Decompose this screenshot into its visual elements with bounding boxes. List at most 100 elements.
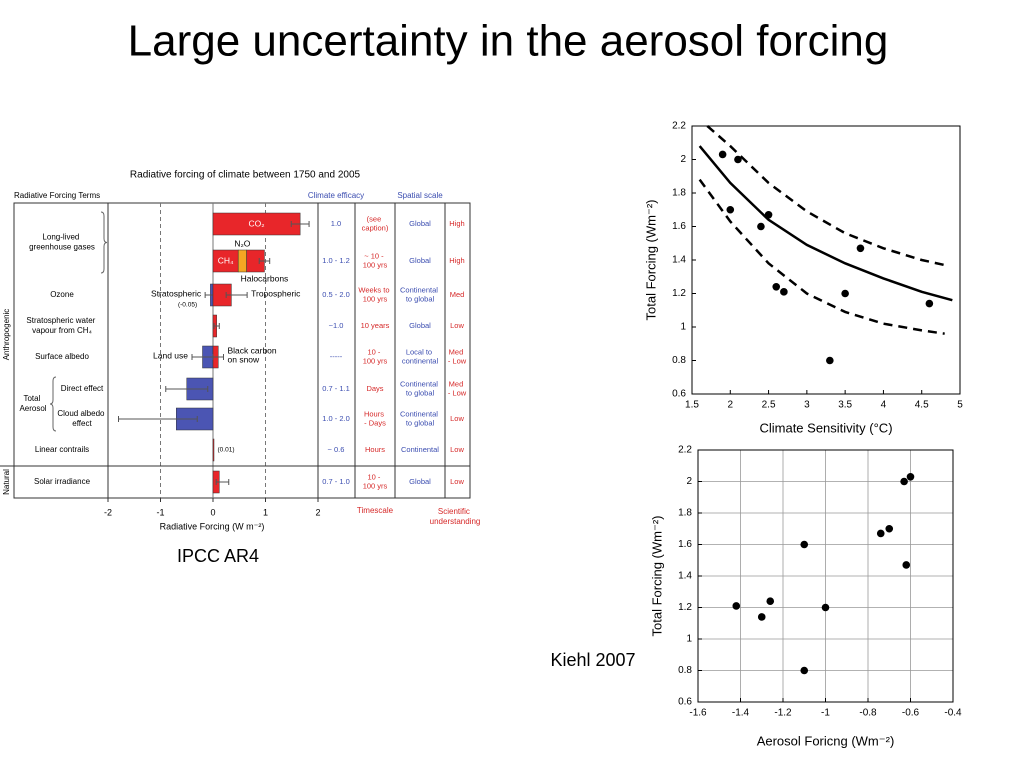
y-axis-label: Total Forcing (Wm⁻²) <box>643 200 658 321</box>
brace <box>49 376 57 432</box>
error-bar <box>225 292 248 298</box>
header: Climate efficacy <box>308 191 364 200</box>
cell-scale: Continental to global <box>400 409 440 427</box>
error-bar <box>165 386 209 392</box>
cell-efficacy: 1.0 <box>331 219 341 228</box>
point <box>925 299 934 308</box>
term-label: Cloud albedo effect <box>57 409 106 428</box>
error-bar <box>118 416 198 422</box>
y-tick-label: 1.4 <box>672 255 686 266</box>
cell-efficacy: 0.7 - 1.1 <box>322 384 350 393</box>
plot-frame <box>691 125 961 395</box>
point <box>885 524 894 533</box>
group-label: Total Aerosol <box>19 394 46 413</box>
point <box>800 666 809 675</box>
point <box>821 603 830 612</box>
x-tick-label: -0.6 <box>902 708 920 719</box>
x-tick-label: 4.5 <box>915 400 929 411</box>
term-label: Ozone <box>50 290 74 299</box>
cell-timescale: Hours - Days <box>364 409 386 427</box>
section-label: Anthropogenic <box>2 309 11 361</box>
x-axis-label: Radiative Forcing (W m⁻²) <box>160 521 265 531</box>
x-tick-label: -1 <box>821 708 830 719</box>
x-tick-label: 2.5 <box>762 400 776 411</box>
term-label: Direct effect <box>61 384 104 393</box>
cell-timescale: ~ 10 - 100 yrs <box>363 251 388 269</box>
point <box>826 356 834 365</box>
point <box>734 155 742 164</box>
cell-scale: Continental <box>401 445 439 454</box>
bar <box>237 249 247 273</box>
point <box>772 283 781 291</box>
y-tick-label: 0.8 <box>678 665 692 676</box>
cell-understanding: Low <box>450 414 464 423</box>
footer: Timescale <box>357 506 394 515</box>
cell-efficacy: ~1.0 <box>329 321 344 330</box>
plot-frame <box>697 449 954 703</box>
cell-understanding: Low <box>450 321 464 330</box>
x-tick-label: -1 <box>156 507 164 517</box>
x-tick-label: -1.6 <box>689 708 707 719</box>
bar-label: N₂O <box>234 238 250 248</box>
cell-timescale: Hours <box>365 445 385 454</box>
point <box>766 597 775 605</box>
caption: IPCC AR4 <box>177 546 259 566</box>
cell-timescale: (see caption) <box>362 214 389 232</box>
point <box>780 288 788 296</box>
y-tick-label: 2 <box>680 154 686 165</box>
section-label: Natural <box>2 469 11 495</box>
x-axis-label: Aerosol Foricng (Wm⁻²) <box>757 733 895 748</box>
cell-scale: Global <box>409 477 431 486</box>
error-bar <box>258 258 271 264</box>
y-tick-label: 1.4 <box>678 571 692 582</box>
bar-label: Black carbon on snow <box>228 346 280 365</box>
point <box>906 472 915 481</box>
cell-understanding: Med - Low <box>448 379 467 397</box>
bar-label: CO₂ <box>249 218 265 228</box>
bar <box>212 438 215 462</box>
bar-label: CH₄ <box>218 255 234 265</box>
point <box>856 244 865 253</box>
header: Radiative Forcing Terms <box>14 191 100 200</box>
slide-title: Large uncertainty in the aerosol forcing <box>128 17 889 66</box>
chart-title: Radiative forcing of climate between 175… <box>130 170 361 181</box>
x-tick-label: -2 <box>104 507 112 517</box>
y-tick-label: 0.6 <box>678 697 692 708</box>
point <box>732 602 741 610</box>
error-bar <box>213 323 220 329</box>
x-tick-label: 1 <box>263 507 268 517</box>
x-tick-label: 4 <box>881 400 887 411</box>
y-tick-label: 1.2 <box>678 602 692 613</box>
term-label: Solar irradiance <box>34 477 91 486</box>
error-bar <box>215 479 230 485</box>
cell-scale: Global <box>409 321 431 330</box>
point <box>876 529 885 538</box>
x-tick-label: 5 <box>957 400 963 411</box>
cell-understanding: Low <box>450 445 464 454</box>
cell-scale: Global <box>409 256 431 265</box>
x-tick-label: 1.5 <box>685 400 699 411</box>
point <box>757 613 766 621</box>
cell-timescale: Weeks to 100 yrs <box>358 285 391 303</box>
dashed-curve <box>706 125 945 267</box>
point <box>841 289 849 298</box>
y-tick-label: 2.2 <box>672 121 686 132</box>
y-tick-label: 0.8 <box>672 355 686 366</box>
y-tick-label: 0.6 <box>672 389 686 400</box>
y-tick-label: 2.2 <box>678 445 692 456</box>
y-tick-label: 1.8 <box>678 508 692 519</box>
cell-efficacy: 0.7 - 1.0 <box>322 477 350 486</box>
cell-timescale: 10 - 100 yrs <box>363 472 388 490</box>
y-tick-label: 2 <box>686 476 692 487</box>
cell-timescale: 10 years <box>361 321 390 330</box>
point <box>757 222 765 231</box>
caption: Kiehl 2007 <box>550 650 635 670</box>
y-axis-label: Total Forcing (Wm⁻²) <box>649 516 664 637</box>
point <box>902 561 911 569</box>
cell-understanding: High <box>449 256 464 265</box>
table-frame <box>13 202 471 499</box>
bar-label: Land use <box>153 350 188 360</box>
x-tick-label: -1.2 <box>774 708 792 719</box>
x-tick-label: -0.4 <box>944 708 962 719</box>
point <box>900 477 908 486</box>
